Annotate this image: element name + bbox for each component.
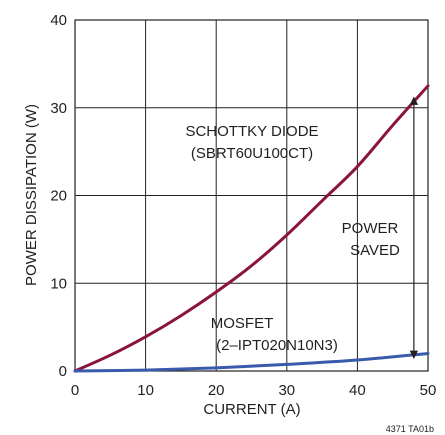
x-tick-label: 20 bbox=[208, 382, 225, 399]
series-line-mosfet bbox=[73, 351, 430, 373]
x-tick-label: 50 bbox=[420, 382, 437, 399]
figure-code: 4371 TA01b bbox=[386, 424, 434, 434]
x-tick-label: 10 bbox=[137, 382, 154, 399]
grid bbox=[74, 19, 429, 372]
schottky-label-line1: SCHOTTKY DIODE bbox=[185, 123, 318, 140]
x-tick-label: 0 bbox=[71, 382, 79, 399]
plot-frame bbox=[74, 19, 429, 372]
power-saved-label-line2: SAVED bbox=[350, 242, 400, 259]
y-axis-label: POWER DISSIPATION (W) bbox=[23, 104, 40, 286]
mosfet-label-line2: (2–IPT020N10N3) bbox=[216, 337, 338, 354]
x-tick-label: 30 bbox=[278, 382, 295, 399]
schottky-label-line2: (SBRT60U100CT) bbox=[191, 145, 313, 162]
series-layer bbox=[73, 84, 430, 373]
y-tick-label: 30 bbox=[50, 100, 67, 117]
y-tick-label: 20 bbox=[50, 188, 67, 205]
x-tick-label: 40 bbox=[349, 382, 366, 399]
y-tick-label: 10 bbox=[50, 275, 67, 292]
y-tick-label: 0 bbox=[59, 363, 67, 380]
mosfet-label-line1: MOSFET bbox=[211, 315, 274, 332]
x-axis-label: CURRENT (A) bbox=[203, 401, 300, 418]
power-saved-label-line1: POWER bbox=[342, 220, 399, 237]
tick-labels: 0 10 20 30 40 50 0 10 20 30 40 bbox=[50, 12, 436, 399]
series-line-schottky bbox=[73, 84, 430, 373]
y-tick-label: 40 bbox=[50, 12, 67, 29]
